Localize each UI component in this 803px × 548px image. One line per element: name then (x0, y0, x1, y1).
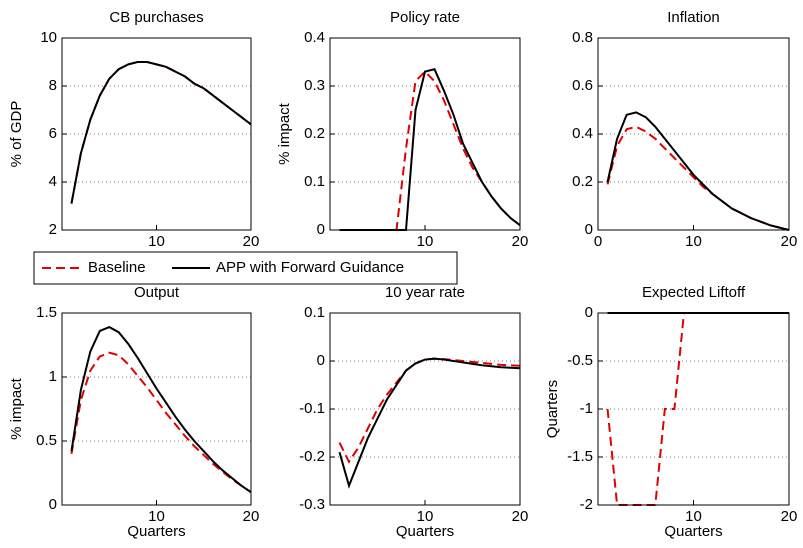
x-tick-label: 20 (243, 508, 260, 525)
series-line (338, 357, 521, 489)
legend-label: Baseline (88, 259, 146, 276)
panel: 2 4 6 8 10 10 20 CB purchases % of GDP (8, 9, 259, 250)
legend: Baseline APP with Forward Guidance (33, 251, 458, 285)
y-tick-label: 0.3 (304, 77, 325, 94)
y-tick-label: -0.5 (567, 352, 593, 369)
y-tick-label: 6 (49, 125, 57, 142)
series-line (70, 61, 252, 204)
panel-title: Expected Liftoff (642, 284, 746, 301)
x-tick-label: 10 (685, 508, 702, 525)
x-tick-label: 10 (417, 233, 434, 250)
x-tick-label: 20 (512, 508, 529, 525)
x-tick-label: 20 (243, 233, 260, 250)
plot-frame (61, 312, 252, 506)
legend-label: APP with Forward Guidance (216, 259, 404, 276)
plot-frame (329, 37, 521, 231)
panel-title: Policy rate (390, 9, 460, 26)
y-tick-label: 0 (49, 496, 57, 513)
panel-title: 10 year rate (385, 284, 465, 301)
legend-box (33, 251, 458, 285)
panel-title: Output (134, 284, 180, 301)
x-tick-label: 20 (781, 233, 798, 250)
y-tick-label: 8 (49, 77, 57, 94)
y-tick-label: 0.6 (572, 77, 593, 94)
y-axis-label: % impact (8, 377, 25, 440)
y-axis-label: % impact (276, 102, 293, 165)
y-tick-label: 10 (40, 29, 57, 46)
y-tick-label: 2 (49, 221, 57, 238)
y-tick-label: 0.4 (572, 125, 593, 142)
series-line (339, 70, 521, 231)
x-axis-label: Quarters (127, 523, 185, 540)
y-tick-label: 0 (585, 221, 593, 238)
panel: 0 0.2 0.4 0.6 0.8 0 10 20 Inflation (572, 9, 797, 250)
y-tick-label: 0.1 (304, 304, 325, 321)
x-axis-label: Quarters (664, 523, 722, 540)
x-tick-label: 10 (148, 233, 165, 250)
panel: 0 0.5 1 1.5 10 20 Output Quarters % impact (8, 284, 259, 540)
plot-frame (329, 312, 521, 506)
y-tick-label: 0.1 (304, 173, 325, 190)
panel: -0.3 -0.2 -0.1 0 0.1 10 20 10 year rate Quarters (299, 284, 528, 540)
y-axis-label: Quarters (544, 380, 561, 438)
y-tick-label: 0.4 (304, 29, 325, 46)
y-tick-label: -0.3 (299, 496, 325, 513)
y-tick-label: -2 (580, 496, 593, 513)
plot-frame (597, 37, 790, 231)
y-tick-label: 0.2 (572, 173, 593, 190)
x-tick-label: 20 (512, 233, 529, 250)
y-tick-label: 1.5 (36, 304, 57, 321)
x-tick-label: 10 (148, 508, 165, 525)
panel-title: Inflation (667, 9, 720, 26)
series-line (70, 325, 252, 494)
x-axis-label: Quarters (396, 523, 454, 540)
y-tick-label: 0.2 (304, 125, 325, 142)
panel: 0 0.1 0.2 0.3 0.4 10 20 Policy rate % impact (276, 9, 528, 250)
series-line (606, 111, 790, 231)
y-axis-label: % of GDP (8, 101, 25, 168)
y-tick-label: -0.1 (299, 400, 325, 417)
y-tick-label: 0 (317, 221, 325, 238)
y-tick-label: 4 (49, 173, 57, 190)
y-tick-label: -1.5 (567, 448, 593, 465)
series-line (339, 68, 521, 231)
series-line (70, 351, 252, 494)
series-line (338, 357, 521, 464)
panel-title: CB purchases (109, 9, 203, 26)
panel: -2 -1.5 -1 -0.5 0 10 20 Expected Liftoff Quarter… (544, 284, 797, 540)
y-tick-label: 0 (317, 352, 325, 369)
y-tick-label: 0.8 (572, 29, 593, 46)
y-tick-label: -0.2 (299, 448, 325, 465)
plot-frame (597, 312, 790, 506)
y-tick-label: -1 (580, 400, 593, 417)
y-tick-label: 0 (585, 304, 593, 321)
x-tick-label: 20 (781, 508, 798, 525)
x-tick-label: 0 (594, 233, 602, 250)
y-tick-label: 1 (49, 368, 57, 385)
x-tick-label: 10 (417, 508, 434, 525)
plot-frame (61, 37, 252, 231)
y-tick-label: 0.5 (36, 432, 57, 449)
x-tick-label: 10 (685, 233, 702, 250)
